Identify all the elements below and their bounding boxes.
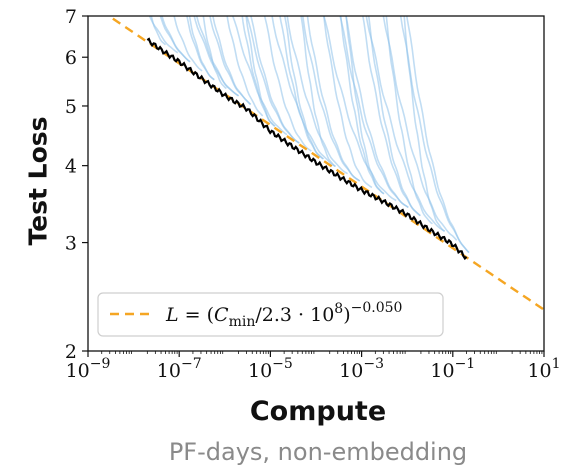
training-run-line [226,16,264,117]
plot-frame [87,15,545,352]
training-run-line [173,16,203,72]
training-run-line [283,16,324,160]
x-tick-label: 101 [527,356,560,382]
training-run-line [300,16,337,168]
training-run-line [306,16,361,182]
frontier-line [146,37,468,261]
training-run-line [161,16,191,63]
training-run-line [150,16,167,46]
training-run-line [202,16,227,90]
training-run-line [365,16,445,232]
legend-label: L = (Cmin/2.3 · 108)−0.050 [165,300,402,330]
y-tick-label: 2 [65,341,77,363]
training-run-line [250,16,300,144]
legend-box [97,292,444,337]
training-run-line [279,16,324,160]
training-run-line [323,16,373,189]
training-run-line [245,16,276,127]
training-run-line [195,16,239,97]
training-run-line [345,16,385,195]
training-run-line [263,16,312,152]
y-axis-label: Test Loss [23,116,53,246]
training-run-line [212,16,251,105]
x-tick-label: 10−1 [430,356,475,382]
x-tick-label: 10−9 [66,356,111,382]
training-run-line [385,16,433,225]
x-tick-label: 10−5 [248,356,293,382]
y-tick-label: 4 [65,156,77,178]
frontier-layer [146,37,468,261]
y-tick-label: 5 [65,96,77,118]
y-tick-label: 7 [65,6,77,28]
y-tick-label: 3 [65,233,77,255]
training-run-line [271,16,336,167]
y-tick-label: 6 [65,47,77,69]
training-run-line [323,16,397,202]
training-run-line [339,16,409,209]
axis-ticks: 10−9 10−7 10−5 10−3 10−1 101 2 3 4 5 6 7 [65,6,561,382]
training-runs [148,16,470,254]
training-run-line [345,16,409,208]
training-run-line [406,16,470,253]
training-run-line [382,16,458,241]
x-tick-label: 10−7 [157,356,202,382]
x-axis-label: Compute [249,396,387,427]
x-tick-label: 10−3 [339,356,384,382]
x-axis-sublabel: PF-days, non-embedding [168,438,468,466]
training-run-line [188,16,215,81]
legend: L = (Cmin/2.3 · 108)−0.050 [97,292,444,337]
training-run-line [286,16,348,175]
training-run-line [367,16,421,217]
training-run-line [231,16,288,136]
training-run-line [148,16,179,54]
